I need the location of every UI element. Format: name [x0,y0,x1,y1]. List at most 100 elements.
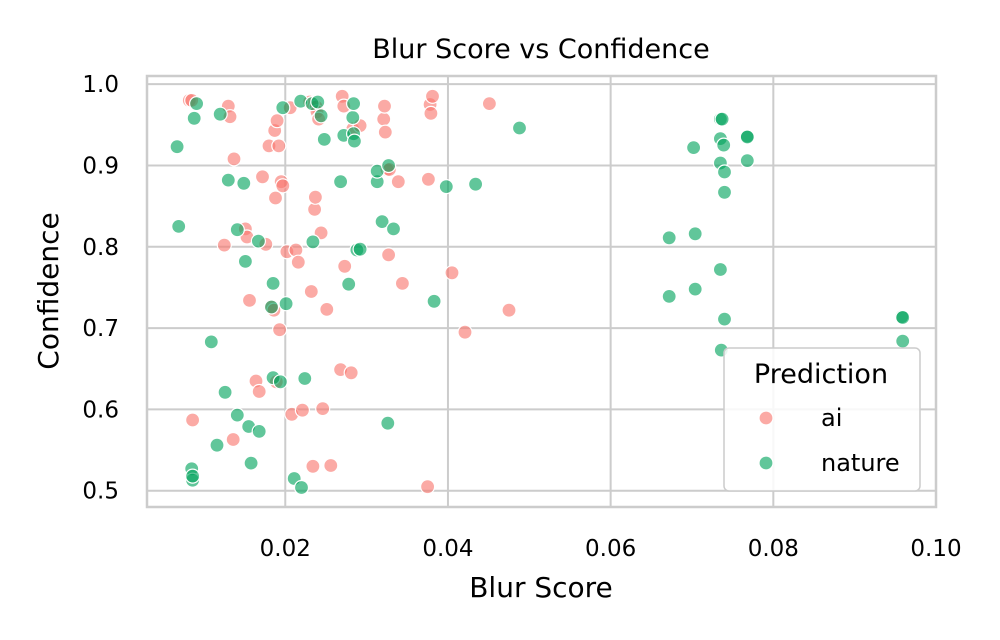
data-point-nature [297,370,313,387]
data-point-nature [217,384,233,400]
data-point-ai [290,254,306,270]
data-point-ai [457,324,473,340]
chart-title: Blur Score vs Confidence [372,34,709,65]
y-tick-label: 0.5 [82,479,119,505]
data-point-nature [346,133,362,149]
data-point-nature [739,129,755,145]
data-point-ai [267,190,284,206]
data-point-nature [236,175,252,191]
data-point-ai [381,247,397,263]
data-point-ai [272,322,288,338]
data-point-ai [216,237,232,253]
data-point-ai [303,283,319,300]
data-point-ai [254,169,271,185]
data-point-nature [385,221,402,237]
data-point-nature [687,281,703,297]
data-point-nature [229,222,245,238]
data-point-nature [716,311,733,327]
data-point-nature [438,179,454,195]
data-point-nature [739,153,755,169]
data-point-ai [294,402,310,418]
y-axis-label: Confidence [32,212,65,369]
y-tick-label: 1.0 [82,72,119,98]
data-point-nature [345,109,361,126]
data-point-ai [390,174,406,190]
data-point-nature [220,172,236,188]
data-point-ai [376,111,392,127]
data-point-nature [229,407,245,423]
data-point-ai [305,458,321,474]
data-point-nature [186,110,202,126]
data-point-ai [185,412,201,428]
legend: Prediction ai nature [723,347,921,492]
data-point-nature [243,455,259,471]
legend-box [723,347,921,492]
data-point-nature [185,468,201,484]
data-point-nature [895,309,911,326]
data-point-ai [420,479,436,495]
x-tick-label: 0.04 [422,536,473,562]
data-point-ai [251,383,267,400]
data-point-ai [319,301,335,317]
data-point-nature [895,333,911,349]
data-point-nature [341,276,357,292]
data-point-ai [307,189,323,205]
data-point-nature [250,233,266,249]
data-point-nature [380,415,396,431]
data-point-nature [333,174,349,190]
y-tick-label: 0.8 [82,235,119,261]
data-point-nature [209,437,225,453]
y-tick-label: 0.6 [82,397,119,423]
y-tick-label: 0.9 [82,153,119,179]
data-point-ai [501,302,517,318]
x-tick-label: 0.02 [260,536,311,562]
data-point-ai [226,151,242,167]
series-ai [181,88,517,495]
data-point-nature [661,230,677,246]
data-point-nature [203,334,219,350]
data-point-nature [426,293,442,309]
data-point-nature [171,218,187,234]
data-point-ai [288,242,304,258]
data-point-ai [376,98,393,114]
data-point-nature [263,299,280,315]
data-point-ai [315,401,331,417]
legend-label-ai: ai [821,404,842,432]
y-tick-labels: 0.5 0.6 0.7 0.8 0.9 1.0 [82,72,119,505]
legend-marker-nature [758,455,774,471]
data-point-nature [265,275,281,291]
data-point-nature [468,176,484,192]
data-points [169,88,911,496]
data-point-ai [420,171,436,187]
data-point-ai [423,105,439,122]
data-point-nature [275,100,291,116]
data-point-nature [251,423,267,439]
y-tick-label: 0.7 [82,316,119,342]
data-point-ai [225,431,241,448]
legend-marker-ai [758,410,774,426]
data-point-nature [316,131,332,147]
data-point-nature [714,111,730,127]
data-point-nature [169,139,185,155]
legend-label-nature: nature [821,449,900,477]
data-point-nature [716,137,732,153]
data-point-ai [343,365,359,381]
data-point-ai [377,124,393,140]
data-point-ai [481,95,497,112]
data-point-ai [275,178,291,194]
data-point-nature [381,157,397,174]
x-tick-label: 0.06 [585,536,636,562]
data-point-nature [346,95,362,112]
data-point-nature [511,120,528,136]
data-point-ai [269,113,285,129]
data-point-nature [293,479,310,496]
data-point-nature [189,95,205,112]
data-point-nature [352,241,368,257]
data-point-nature [685,140,702,156]
x-tick-label: 0.08 [748,536,799,562]
x-tick-label: 0.10 [910,536,961,562]
series-nature [169,93,911,496]
data-point-ai [394,275,410,291]
legend-title: Prediction [754,359,888,390]
